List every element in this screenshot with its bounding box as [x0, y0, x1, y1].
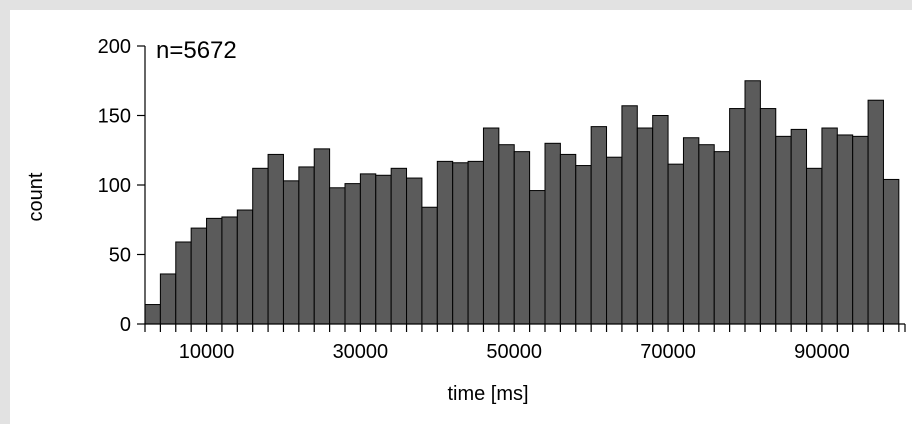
x-tick-label: 50000	[486, 341, 542, 363]
histogram-bar	[698, 144, 715, 325]
histogram-bar	[590, 126, 608, 325]
histogram-bar	[267, 153, 284, 325]
histogram-bar	[606, 156, 623, 325]
y-tick-label: 50	[109, 245, 131, 267]
histogram-bar	[759, 108, 777, 325]
histogram-bar	[467, 160, 484, 325]
histogram-bar	[852, 135, 869, 325]
sample-size-annotation: n=5672	[156, 37, 237, 64]
histogram-bar	[775, 135, 792, 325]
histogram-bar	[652, 115, 669, 325]
histogram-bar	[575, 165, 592, 325]
histogram-bar	[452, 162, 469, 325]
histogram-bar	[806, 167, 823, 325]
histogram-bar	[359, 173, 377, 325]
histogram-bar	[406, 177, 423, 325]
histogram-bar	[221, 216, 238, 325]
histogram-bar	[559, 153, 577, 325]
histogram-bar	[729, 108, 746, 325]
y-axis: 0 50 100 150 200	[98, 36, 146, 336]
histogram-bar	[282, 180, 300, 325]
histogram-bar	[436, 160, 454, 325]
histogram-bar	[790, 128, 808, 325]
histogram-bar	[298, 166, 315, 325]
x-tick-label: 30000	[333, 341, 389, 363]
histogram-bar	[175, 241, 192, 325]
histogram-bar	[682, 137, 700, 325]
histogram-bar	[529, 190, 546, 325]
histogram-bar	[421, 206, 438, 325]
x-tick-label: 70000	[640, 341, 696, 363]
histogram-bar	[252, 167, 269, 325]
histogram-bar	[882, 178, 900, 325]
histogram-bar	[544, 142, 561, 325]
histogram-bar	[498, 144, 515, 325]
x-axis: 10000 30000 50000 70000 90000	[144, 323, 906, 363]
histogram-bar	[667, 163, 684, 325]
histogram-bar	[482, 127, 500, 325]
histogram-bar	[836, 134, 854, 325]
x-tick-label: 10000	[179, 341, 235, 363]
y-axis-label: count	[25, 172, 47, 221]
x-tick-label: 90000	[794, 341, 850, 363]
bars-group	[144, 80, 900, 325]
histogram-bar	[867, 99, 884, 325]
y-tick-label: 0	[120, 314, 131, 336]
histogram-bar	[190, 227, 208, 325]
histogram-bar	[744, 80, 761, 325]
histogram-bar	[636, 127, 654, 325]
histogram-bar	[313, 148, 331, 325]
histogram-bar	[236, 209, 254, 325]
histogram-bar	[375, 174, 392, 325]
histogram-bar	[621, 105, 638, 325]
histogram-bar	[713, 151, 731, 325]
histogram-bar	[144, 304, 161, 325]
histogram-bar	[513, 151, 531, 325]
y-tick-label: 150	[98, 106, 131, 128]
y-tick-label: 100	[98, 175, 131, 197]
histogram-bar	[329, 187, 346, 325]
x-axis-label: time [ms]	[447, 383, 528, 405]
histogram-bar	[390, 167, 408, 325]
histogram-bar	[344, 183, 361, 325]
y-tick-label: 200	[98, 36, 131, 58]
histogram-bar	[821, 127, 838, 325]
histogram-bar	[206, 217, 223, 325]
histogram-bar	[159, 273, 177, 325]
